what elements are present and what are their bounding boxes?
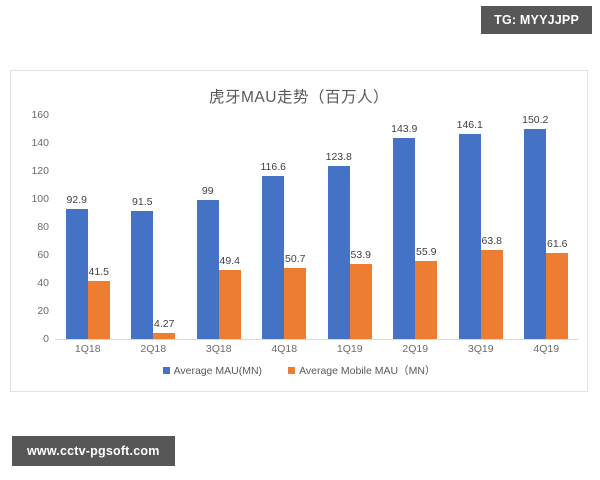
bar-mobile-mau[interactable]: 63.8 <box>480 235 503 339</box>
bar-group: 123.8 53.9 <box>317 115 383 339</box>
x-axis-tick: 2Q18 <box>140 343 167 355</box>
legend-label: Average Mobile MAU（MN） <box>299 365 436 377</box>
y-axis-tick: 120 <box>31 165 49 177</box>
y-axis-tick: 0 <box>43 333 49 345</box>
legend-item[interactable]: Average MAU(MN) <box>162 364 263 377</box>
watermark-badge-bottom-left: www.cctv-pgsoft.com <box>12 436 175 466</box>
bar-group: 146.1 63.8 <box>448 115 514 339</box>
bar-mau[interactable]: 150.2 <box>522 114 548 339</box>
bar-value-label: 4.27 <box>154 318 175 331</box>
bar-group: 150.2 61.6 <box>514 114 580 339</box>
bar-mau[interactable]: 146.1 <box>457 119 483 339</box>
bar-value-label: 150.2 <box>522 113 549 126</box>
y-axis-tick: 160 <box>31 109 49 121</box>
bar-mau[interactable]: 116.6 <box>261 161 286 339</box>
bar-value-label: 41.5 <box>88 265 109 278</box>
x-axis-tick: 2Q19 <box>402 343 429 355</box>
y-axis-tick: 20 <box>37 305 49 317</box>
bar-value-label: 53.9 <box>350 248 371 261</box>
bar-value-label: 91.5 <box>132 195 153 208</box>
bar-mau[interactable]: 99 <box>196 185 219 339</box>
y-axis-tick: 60 <box>37 249 49 261</box>
bar-mobile-mau[interactable]: 53.9 <box>349 249 372 339</box>
bar-mau[interactable]: 143.9 <box>391 123 417 339</box>
bar-value-label: 63.8 <box>481 234 502 247</box>
bar-mobile-mau[interactable]: 4.27 <box>153 318 176 339</box>
bar-value-label: 55.9 <box>416 245 437 258</box>
bar-value-label: 143.9 <box>391 122 418 135</box>
bar-mobile-mau[interactable]: 49.4 <box>218 255 241 339</box>
bar-group: 99 49.4 <box>186 115 252 339</box>
chart-title: 虎牙MAU走势（百万人） <box>209 89 389 106</box>
bar-value-label: 146.1 <box>456 119 483 132</box>
y-axis: 160 140 120 100 80 60 40 20 0 <box>11 109 53 345</box>
bar-value-label: 92.9 <box>66 193 87 206</box>
bar-group: 143.9 55.9 <box>383 115 449 339</box>
bar-value-label: 50.7 <box>285 253 306 266</box>
chart-card: 虎牙MAU走势（百万人） 160 140 120 100 80 60 40 20 0 92.9 4… <box>10 70 588 392</box>
x-axis-tick: 4Q19 <box>533 343 560 355</box>
y-axis-tick: 100 <box>31 193 49 205</box>
x-axis-tick: 1Q18 <box>74 343 101 355</box>
bar-mobile-mau[interactable]: 61.6 <box>546 238 569 339</box>
bar-value-label: 116.6 <box>260 160 287 173</box>
x-axis-tick: 3Q18 <box>205 343 232 355</box>
legend-swatch-icon <box>288 367 296 374</box>
legend-swatch-icon <box>162 367 170 374</box>
watermark-badge-top-right: TG: MYYJJPP <box>481 6 592 34</box>
bar-mau[interactable]: 123.8 <box>326 151 352 339</box>
x-axis-tick: 4Q18 <box>271 343 298 355</box>
x-axis: 1Q18 2Q18 3Q18 4Q18 1Q19 2Q19 3Q19 4Q19 <box>55 343 579 355</box>
bar-mau[interactable]: 92.9 <box>65 194 88 339</box>
bar-group: 91.5 4.27 <box>121 115 187 339</box>
bar-group: 92.9 41.5 <box>55 115 121 339</box>
y-axis-tick: 140 <box>31 137 49 149</box>
y-axis-tick: 40 <box>37 277 49 289</box>
legend-label: Average MAU(MN) <box>173 364 263 377</box>
bar-value-label: 123.8 <box>325 150 352 163</box>
chart-legend: Average MAU(MN) Average Mobile MAU（MN） <box>11 363 587 378</box>
y-axis-tick: 80 <box>37 221 49 233</box>
legend-item[interactable]: Average Mobile MAU（MN） <box>288 363 435 378</box>
bar-group: 116.6 50.7 <box>252 115 318 339</box>
bar-mau[interactable]: 91.5 <box>131 196 154 339</box>
bar-mobile-mau[interactable]: 41.5 <box>87 266 110 339</box>
x-axis-tick: 3Q19 <box>467 343 494 355</box>
bar-mobile-mau[interactable]: 55.9 <box>415 246 438 339</box>
x-axis-tick: 1Q19 <box>336 343 363 355</box>
bar-value-label: 99 <box>201 185 214 198</box>
bar-value-label: 61.6 <box>547 237 568 250</box>
plot-area: 92.9 41.5 91.5 4.27 99 49.4 116.6 50.7 123.8 53.9… <box>55 114 580 340</box>
bar-value-label: 49.4 <box>219 254 240 267</box>
bar-mobile-mau[interactable]: 50.7 <box>284 253 307 339</box>
plot-wrapper: 160 140 120 100 80 60 40 20 0 92.9 41.5 91.5 4.27 99… <box>11 109 589 355</box>
